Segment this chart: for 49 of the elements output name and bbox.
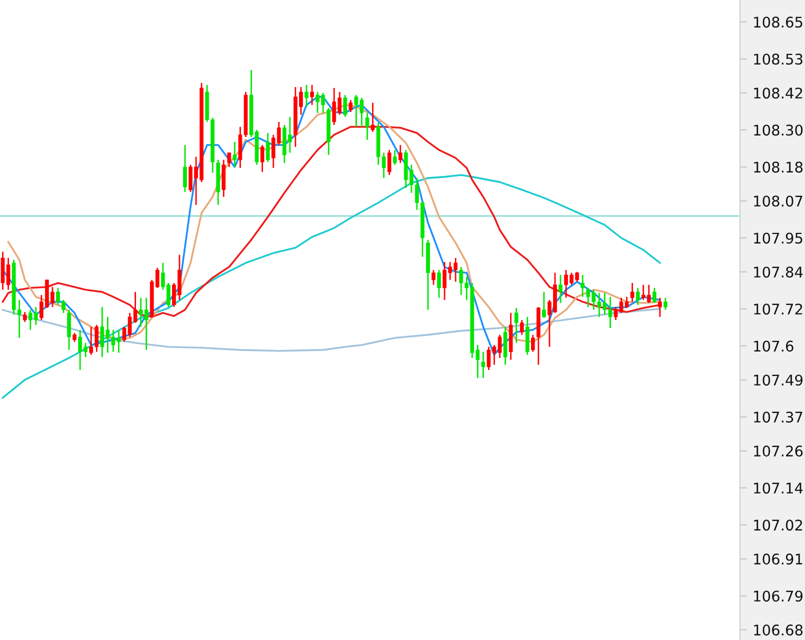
candlestick (558, 274, 562, 304)
y-tick-label: 108.30 (754, 124, 803, 136)
y-tick-label: 107.95 (754, 232, 802, 244)
candlestick (481, 351, 486, 379)
candlestick (520, 319, 524, 336)
candlestick (392, 149, 397, 166)
candlestick (580, 274, 585, 298)
candlestick (530, 334, 535, 352)
candlestick (304, 84, 308, 108)
y-tick-label: 107.84 (754, 266, 803, 278)
y-tick-label: 108.18 (754, 162, 803, 173)
y-tick-label: 107.6 (754, 340, 794, 352)
line-series (2, 126, 661, 318)
y-tick-label: 106.79 (754, 590, 802, 602)
candlestick (437, 269, 441, 298)
candlestick (630, 282, 634, 302)
candlestick (432, 269, 436, 286)
candlestick (266, 132, 270, 163)
y-tick-label: 106.68 (754, 624, 803, 636)
candlestick (664, 297, 668, 311)
candlestick (232, 141, 237, 168)
candlestick (636, 287, 640, 306)
candlestick (260, 144, 264, 173)
candlestick (22, 311, 27, 323)
candlestick (652, 287, 656, 304)
y-tick-label: 107.26 (754, 446, 803, 457)
line-series (2, 308, 661, 352)
candlestick (387, 149, 392, 176)
candlestick (365, 112, 370, 140)
candlestick (348, 99, 353, 113)
y-tick-label: 108.42 (754, 88, 802, 99)
candlestick (370, 102, 375, 132)
candlestick (514, 307, 518, 344)
candlestick (542, 291, 546, 319)
y-tick-label: 107.37 (754, 412, 802, 423)
candlestick (398, 144, 402, 164)
y-tick-label: 108.65 (754, 16, 802, 28)
candlestick (310, 84, 314, 106)
y-tick-label: 108.53 (754, 54, 802, 65)
candlestick (183, 144, 187, 193)
y-tick-label: 107.49 (754, 374, 802, 386)
candlestick (227, 152, 232, 168)
y-tick-label: 107.14 (754, 482, 803, 494)
candlestick (343, 94, 348, 118)
y-tick-label: 108.07 (754, 196, 802, 207)
y-tick-label: 107.02 (754, 520, 802, 531)
y-tick-label: 106.91 (754, 554, 802, 565)
candlestick (658, 297, 662, 318)
y-tick-label: 107.72 (754, 304, 802, 315)
